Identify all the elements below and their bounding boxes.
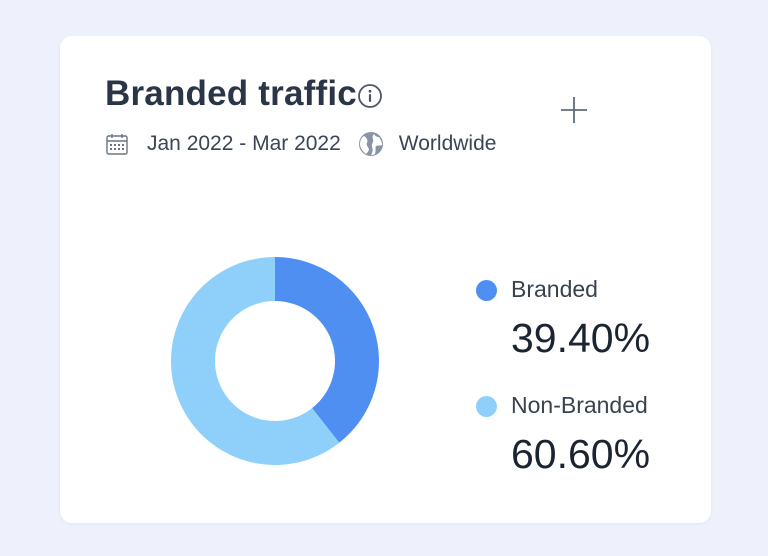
globe-icon (358, 132, 383, 156)
info-icon[interactable] (357, 83, 383, 109)
legend-swatch-branded (476, 280, 497, 301)
date-range: Jan 2022 - Mar 2022 (147, 132, 341, 155)
branded-traffic-card: Branded traffic Jan 2022 - Mar 2022 (60, 36, 711, 523)
legend-swatch-non-branded (476, 396, 497, 417)
calendar-icon (106, 134, 128, 155)
plus-icon[interactable] (558, 94, 590, 126)
donut-slice-non-branded[interactable] (171, 257, 340, 465)
donut-chart (171, 257, 380, 465)
region: Worldwide (398, 132, 497, 155)
meta-row: Jan 2022 - Mar 2022 Worldwide (105, 129, 496, 159)
legend-value-non-branded: 60.60% (511, 431, 651, 477)
donut-slice-branded[interactable] (275, 257, 380, 443)
legend-label-branded: Branded (511, 276, 598, 302)
legend-label-non-branded: Non-Branded (511, 392, 648, 418)
card-title: Branded traffic (105, 74, 357, 113)
legend-value-branded: 39.40% (511, 315, 651, 361)
